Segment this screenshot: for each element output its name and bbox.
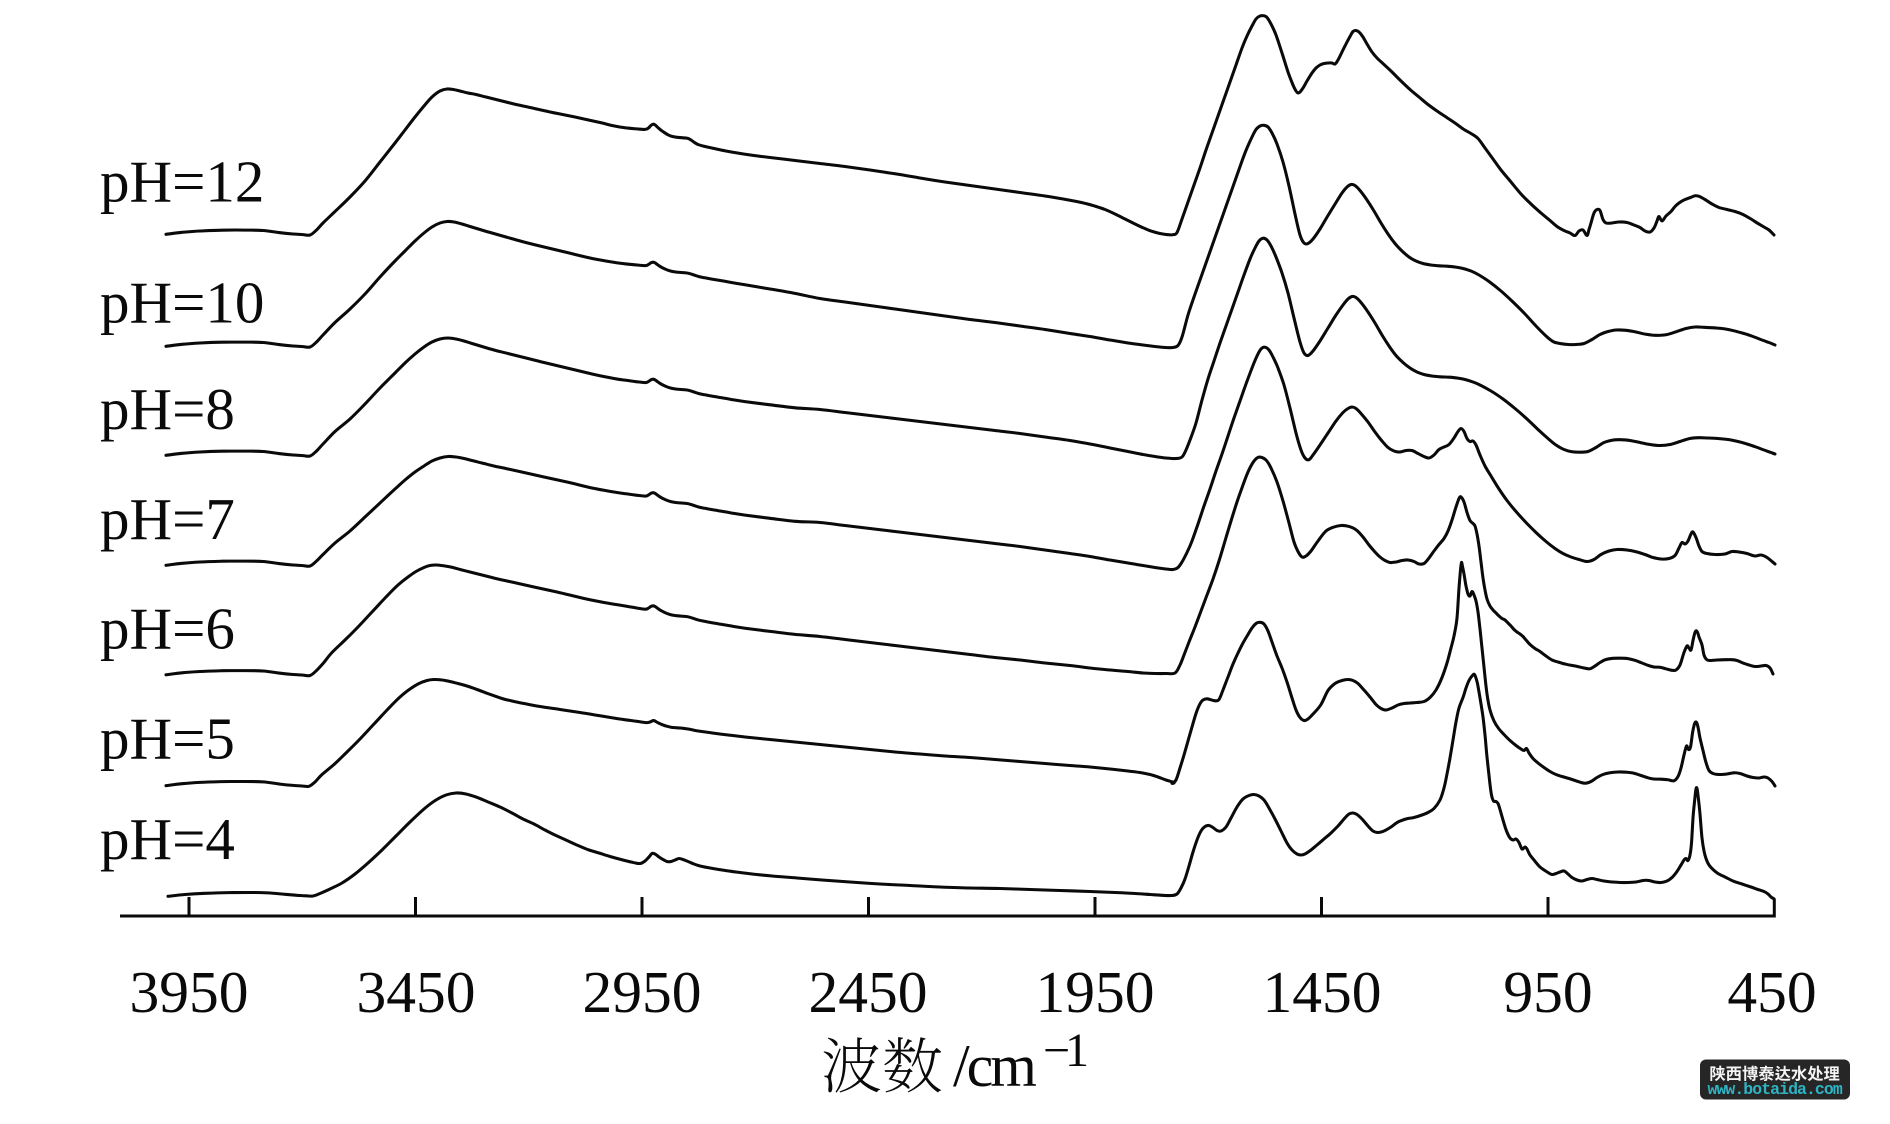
- svg-text:950: 950: [1503, 959, 1592, 1025]
- svg-text:2450: 2450: [809, 959, 928, 1025]
- svg-text:pH=4: pH=4: [100, 806, 235, 872]
- svg-text:www.botaida.com: www.botaida.com: [1708, 1080, 1843, 1099]
- svg-text:pH=5: pH=5: [100, 706, 235, 772]
- svg-text:/cm: /cm: [953, 1033, 1036, 1099]
- svg-text:450: 450: [1727, 959, 1816, 1025]
- svg-text:1450: 1450: [1263, 959, 1382, 1025]
- svg-text:pH=6: pH=6: [100, 595, 235, 661]
- svg-text:1: 1: [1065, 1024, 1089, 1077]
- svg-text:3950: 3950: [130, 959, 249, 1025]
- svg-text:1950: 1950: [1036, 959, 1155, 1025]
- svg-text:pH=10: pH=10: [100, 269, 264, 335]
- svg-text:2950: 2950: [583, 959, 702, 1025]
- svg-text:pH=8: pH=8: [100, 376, 235, 442]
- svg-text:−: −: [1043, 1024, 1070, 1077]
- svg-text:pH=7: pH=7: [100, 486, 235, 552]
- svg-text:pH=12: pH=12: [100, 149, 264, 215]
- svg-text:3450: 3450: [357, 959, 476, 1025]
